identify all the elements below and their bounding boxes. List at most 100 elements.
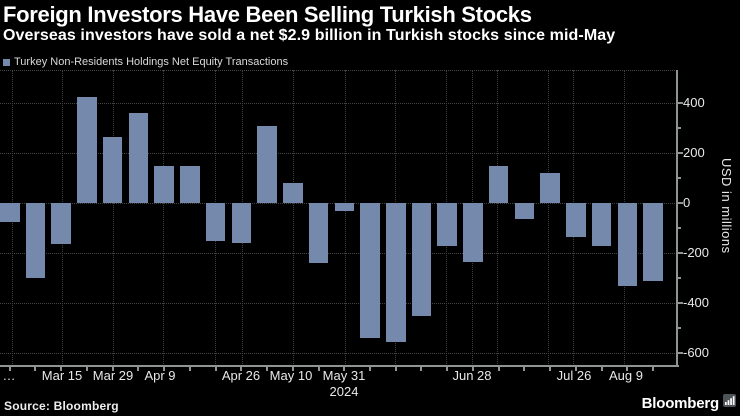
gridline-vertical <box>345 70 346 366</box>
x-axis-line <box>0 365 679 367</box>
y-tick-label: 200 <box>683 145 705 160</box>
y-axis-tick <box>678 202 683 204</box>
y-axis-minor-tick <box>678 227 681 229</box>
x-axis-tick <box>420 367 423 371</box>
x-tick-label: Apr 9 <box>144 368 176 383</box>
bar <box>488 165 509 203</box>
x-tick-label: May 31 <box>322 368 366 383</box>
x-axis-tick <box>8 367 11 371</box>
y-axis-title: USD in millions <box>719 158 734 254</box>
legend: Turkey Non-Residents Holdings Net Equity… <box>3 56 288 68</box>
bar <box>257 125 277 203</box>
bar <box>617 203 638 286</box>
bloomberg-terminal-icon <box>723 394 736 412</box>
y-tick-label: -400 <box>683 295 710 310</box>
x-axis-tick <box>137 367 140 371</box>
x-axis-tick <box>266 367 269 371</box>
gridline-horizontal <box>0 252 677 254</box>
x-axis-tick <box>394 367 397 371</box>
y-tick-label: 0 <box>683 195 691 210</box>
bar <box>308 203 329 263</box>
x-tick-label: Jun 28 <box>452 368 492 383</box>
x-tick-label: Jul 26 <box>556 368 592 383</box>
y-tick-label: -600 <box>683 345 710 360</box>
plot-top-border <box>0 70 677 71</box>
gridline-vertical <box>293 70 294 366</box>
legend-swatch-icon <box>3 58 10 66</box>
gridline-vertical <box>113 70 114 366</box>
x-axis-tick <box>214 367 217 371</box>
legend-label: Turkey Non-Residents Holdings Net Equity… <box>14 56 289 68</box>
bar <box>25 203 46 278</box>
bar <box>591 203 612 246</box>
source-note: Source: Bloomberg <box>4 399 119 413</box>
y-axis-line <box>676 70 678 367</box>
x-tick-label: … <box>2 368 16 383</box>
x-axis-tick <box>188 367 191 371</box>
y-axis-tick <box>678 102 683 104</box>
x-axis-tick <box>574 367 577 371</box>
y-axis-minor-tick <box>678 177 681 179</box>
bar <box>128 113 149 203</box>
bar <box>463 203 483 262</box>
x-axis-year-label: 2024 <box>329 384 359 399</box>
page-title: Foreign Investors Have Been Selling Turk… <box>3 2 532 27</box>
bar <box>205 203 226 241</box>
x-axis-tick <box>60 367 63 371</box>
x-axis-tick <box>446 367 449 371</box>
y-axis-tick <box>678 252 683 254</box>
bar <box>360 203 380 338</box>
y-axis-minor-tick <box>678 127 681 129</box>
bar <box>514 203 535 220</box>
bloomberg-logo-text: Bloomberg <box>641 394 720 412</box>
bar <box>231 203 252 243</box>
x-axis-tick <box>471 367 474 371</box>
bar <box>411 203 432 316</box>
x-axis-tick <box>369 367 372 371</box>
x-tick-label: May 10 <box>269 368 313 383</box>
x-axis-tick <box>523 367 526 371</box>
gridline-horizontal <box>0 152 677 154</box>
bar <box>386 203 406 342</box>
y-axis-minor-tick <box>678 277 681 279</box>
plot-area <box>0 70 677 366</box>
x-tick-label: Mar 15 <box>41 368 83 383</box>
bar <box>180 165 200 203</box>
x-axis-tick <box>34 367 37 371</box>
x-tick-label: Mar 29 <box>92 368 134 383</box>
x-axis-tick <box>291 367 294 371</box>
x-axis-tick <box>497 367 500 371</box>
x-axis-tick <box>240 367 243 371</box>
x-axis-tick <box>652 367 655 371</box>
bar <box>51 203 71 245</box>
bar <box>643 203 663 281</box>
bar <box>540 173 560 203</box>
y-axis-tick <box>678 152 683 154</box>
x-tick-label: Apr 26 <box>221 368 261 383</box>
x-axis-tick <box>600 367 603 371</box>
bar <box>334 203 355 211</box>
x-tick-label: Aug 9 <box>609 368 643 383</box>
gridline-vertical <box>163 70 164 366</box>
y-axis-minor-tick <box>678 327 681 329</box>
bar <box>283 183 303 203</box>
bar <box>437 203 457 246</box>
y-tick-label: 400 <box>683 95 705 110</box>
x-axis-tick <box>626 367 629 371</box>
bar <box>566 203 586 237</box>
x-axis-tick <box>111 367 114 371</box>
bar <box>102 136 123 203</box>
x-axis-tick <box>343 367 346 371</box>
gridline-horizontal <box>0 352 677 354</box>
gridline-horizontal <box>0 302 677 304</box>
y-tick-label: -200 <box>683 245 710 260</box>
x-axis-tick <box>317 367 320 371</box>
bar <box>0 203 20 222</box>
bloomberg-logo: Bloomberg <box>642 394 736 412</box>
y-axis-tick <box>678 352 683 354</box>
gridline-vertical <box>548 70 549 366</box>
y-axis-tick <box>678 302 683 304</box>
x-axis-tick <box>549 367 552 371</box>
page-subtitle: Overseas investors have sold a net $2.9 … <box>3 27 616 44</box>
